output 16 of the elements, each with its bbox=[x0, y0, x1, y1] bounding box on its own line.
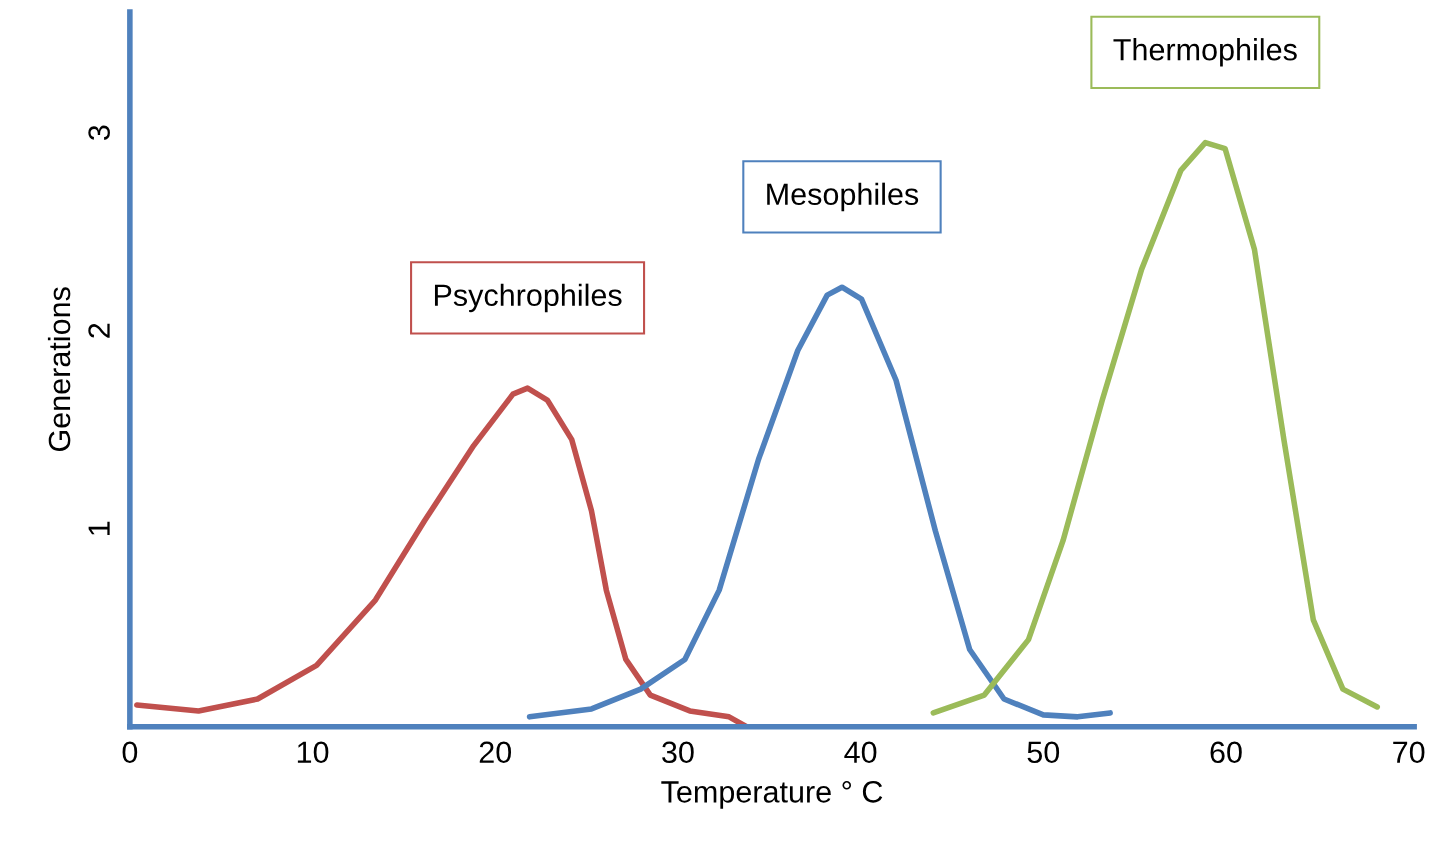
y-tick-label: 1 bbox=[88, 521, 110, 535]
x-axis-title: Temperature ° C bbox=[661, 781, 883, 809]
text: Thermophiles bbox=[1113, 38, 1297, 67]
text: Mesophiles bbox=[767, 182, 919, 212]
y-tick-label: 2 bbox=[88, 323, 110, 338]
text: Psychrophiles bbox=[434, 283, 622, 313]
x-tick-label: 30 bbox=[662, 741, 694, 764]
x-tick-label: 60 bbox=[1210, 741, 1242, 764]
x-tick-label: 0 bbox=[122, 741, 138, 764]
y-axis-title: Generations bbox=[47, 287, 71, 452]
x-tick-label: 50 bbox=[1027, 741, 1060, 764]
x-tick-label: 20 bbox=[479, 741, 512, 764]
x-tick-label: 70 bbox=[1393, 741, 1425, 764]
x-tick-label: 10 bbox=[297, 741, 329, 764]
y-tick-label: 3 bbox=[88, 125, 110, 141]
x-tick-label: 40 bbox=[844, 741, 877, 764]
